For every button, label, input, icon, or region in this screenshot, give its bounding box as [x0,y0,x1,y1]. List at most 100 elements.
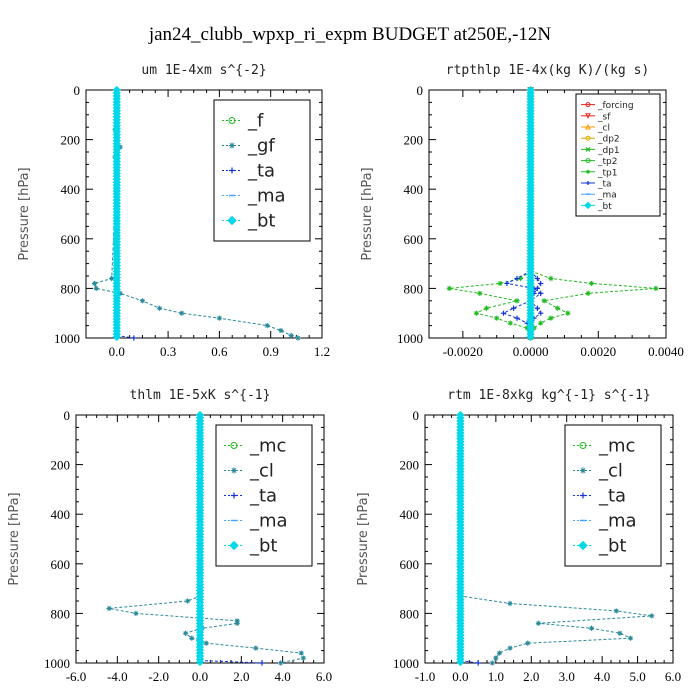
y-tick-label: 800 [51,606,71,621]
x-tick-label: 4.0 [275,669,291,684]
legend: _mc _cl _ta _ma _bt [564,424,662,567]
legend-marker [230,442,238,449]
legend-label: _bt [598,536,626,557]
legend-label: _cl [249,461,274,482]
y-axis-label: Pressure [hPa] [7,492,22,585]
y-tick-label: 800 [404,281,424,296]
series_cl-point [649,613,655,619]
legend-marker [585,123,591,130]
x-tick-label: -0.0020 [443,344,483,359]
series_ta-point [514,275,520,282]
y-tick-label: 200 [404,133,424,148]
series_tp1-point [473,310,479,316]
series_tp1-point [653,285,659,291]
series_cl-point [234,620,240,626]
series_tp1-point [585,290,591,296]
y-axis-label: Pressure [hPa] [360,167,375,260]
series_ta-line [199,660,263,664]
series_gf-point [91,280,98,287]
x-tick-label: 0.3 [160,344,176,359]
series_gf-point [179,310,185,316]
legend-marker [584,201,592,210]
legend-marker [585,158,591,164]
y-axis-label: Pressure [hPa] [17,167,32,260]
legend-label: _mc [598,436,635,457]
x-tick-label: 3.0 [559,669,575,684]
panel-title: thlm 1E-5xK s^{-1} [130,388,271,403]
legend-label: _ta [598,486,626,507]
series_cl-point [507,645,513,651]
series_ta-point [131,335,137,341]
series-group [91,85,301,342]
y-tick-label: 400 [61,182,81,197]
series_tp1-line [449,270,532,334]
series_cl-point [525,640,531,646]
legend-marker [229,540,239,551]
legend-label: _ma [249,511,288,532]
legend-label: _sf [597,112,611,122]
series_gf-point [139,298,146,304]
x-tick-label: 6.0 [316,669,332,684]
x-tick-label: 0.0040 [648,344,684,359]
legend-marker [231,492,237,499]
series_cl-point [278,660,284,666]
x-tick-label: 0.9 [263,344,279,359]
legend-marker [229,167,235,174]
panel-title: um 1E-4xm s^{-2} [141,63,266,78]
series_ta-point [534,305,540,311]
legend-label: _mc [249,436,286,457]
series_tp1-point [507,320,513,326]
series_tp1-point [548,315,554,321]
series_gf-point [264,323,270,329]
series_bt-point [526,332,535,342]
series_cl-point [627,635,634,641]
series_cl-point [203,640,209,646]
series_cl-point [588,625,595,631]
series_tp1-point [588,280,595,287]
legend: _forcing_sf _cl_dp2_dp1_tp2_tp1 _ta_ma_bt [575,93,661,217]
x-tick-label: 0.0 [192,669,208,684]
x-tick-label: 0.0 [109,344,125,359]
legend-label: _cl [597,124,610,134]
series_gf-point [117,290,123,296]
y-tick-label: 600 [400,557,420,572]
series_tp1-point [483,305,490,311]
series_tp1-point [548,275,554,282]
x-tick-label: 0.6 [211,344,228,359]
legend-marker [227,215,237,226]
panel-title: rtm 1E-8xkg kg^{-1} s^{-1} [447,388,651,403]
legend-label: _cl [598,461,623,482]
legend-label: _bt [249,536,277,557]
legend-label: _ma [597,191,617,201]
series-group [446,85,659,342]
y-tick-label: 1000 [393,656,419,671]
x-tick-label: 1.0 [488,669,504,684]
y-tick-label: 0 [64,408,71,423]
x-tick-label: -1.0 [415,669,436,684]
series_cl-point [298,650,304,656]
legend-marker [585,135,591,141]
panel-4: rtm 1E-8xkg kg^{-1} s^{-1} 0 200 400 600 800 1… [356,388,681,684]
series_gf-point [288,332,294,339]
series_tp1-point [494,315,500,321]
y-tick-label: 200 [400,458,420,473]
x-tick-label: 0.0 [452,669,468,684]
series_cl-point [185,598,191,604]
series_cl-point [535,620,541,626]
legend-marker [578,540,588,551]
y-tick-label: 600 [404,232,424,247]
series_cl-point [133,610,139,616]
y-tick-label: 1000 [397,331,423,346]
series_ta-point [538,290,544,296]
legend-marker [586,181,590,185]
series_tp1-point [514,298,520,304]
legend-marker [585,113,591,119]
legend-label: _ta [597,180,612,190]
legend-label: _forcing [597,101,634,111]
y-tick-label: 600 [51,557,71,572]
x-tick-label: -6.0 [66,669,87,684]
legend-label: _f [247,111,264,132]
series_cl-point [300,655,306,661]
y-tick-label: 800 [61,281,81,296]
x-tick-label: -2.0 [148,669,169,684]
